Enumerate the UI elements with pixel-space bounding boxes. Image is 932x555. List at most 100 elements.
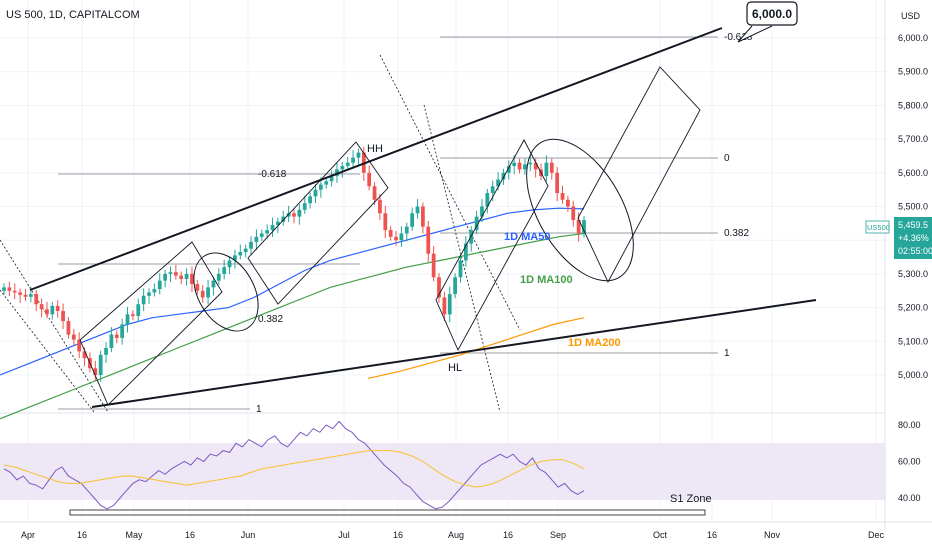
candle-body [39,304,44,310]
dotted-line [379,54,521,331]
candle-body [136,304,141,317]
fib-label: 1 [256,404,262,415]
candle-body [447,294,452,315]
rsi-ma-line [3,450,585,488]
candle-body [544,162,549,177]
candle-body [474,216,479,231]
candle-body [566,199,570,207]
candle-body [216,273,221,281]
candle-body [394,236,398,241]
candle-body [517,162,522,170]
target-callout: 6,000.0 [737,1,798,43]
candle-body [313,189,318,197]
candle-body [485,193,490,207]
ma-line [0,232,585,420]
candle-body [179,275,184,279]
rsi-lines [3,420,585,510]
candle-body [356,152,361,158]
candle-body [340,166,345,170]
candle-body [147,292,151,296]
candle-body [28,294,33,297]
candle-body [195,284,200,291]
price-tick-label: 5,500.0 [898,202,928,212]
price-tick-label: 5,900.0 [898,67,928,77]
candle-body [270,225,275,231]
fib-label: 1 [724,348,730,359]
candle-body [61,310,65,322]
dotted-line [0,289,95,413]
candle-body [34,294,39,305]
candle-body [233,255,237,261]
ma50-label: 1D MA50 [504,231,550,243]
callout-pointer [737,25,773,43]
currency-label: USD [900,11,920,21]
candle-body [458,260,463,278]
dotted-line [423,104,501,413]
candle-body [383,213,388,231]
fib-label: -0.618 [724,32,753,43]
candle-body [281,216,286,222]
time-tick-label: Oct [653,530,668,540]
grid [0,0,885,522]
fibonacci-labels: -0.618 0.382 1 0 0.382 1 -0.618 [256,32,753,415]
candle-body [200,290,205,298]
rsi-band [0,443,885,500]
candle-body [399,233,404,241]
badge-change: +4.36% [898,233,929,243]
candle-body [308,196,312,204]
time-tick-label: 16 [707,530,717,540]
candle-body [254,236,259,242]
rsi-tick-label: 80.00 [898,420,921,430]
candle-body [512,162,517,167]
ticker-tag [865,220,890,234]
candle-body [297,209,302,217]
annotations: HH HL 1D MA50 1D MA100 1D MA200 [367,143,621,374]
rsi-axis[interactable]: 80.00 60.00 40.00 [898,420,921,503]
price-tick-label: 5,800.0 [898,100,928,110]
price-tick-label: 5,100.0 [898,336,928,346]
rsi-line [3,420,585,510]
candle-body [141,295,146,305]
candle-body [404,226,409,234]
candle-body [276,221,280,226]
candle-body [238,251,243,256]
time-tick-label: 16 [503,530,513,540]
candle-body [533,162,538,170]
candle-body [82,351,87,359]
channel-box [435,139,549,352]
candle-body [576,219,581,234]
price-tick-label: 5,200.0 [898,303,928,313]
candle-body [168,272,173,274]
candle-body [163,273,167,281]
fib-label: -0.618 [258,169,287,180]
time-tick-label: Dec [868,530,885,540]
candle-body [45,309,49,315]
lower-trend-line [91,299,817,408]
badge-price: 5,459.5 [898,220,928,230]
price-tick-label: 5,000.0 [898,370,928,380]
time-tick-label: Aug [448,530,464,540]
candle-body [66,321,71,335]
candle-body [206,287,210,298]
time-tick-label: 16 [77,530,87,540]
time-tick-label: Nov [764,530,781,540]
callout-box [746,1,798,26]
candle-body [23,294,28,297]
candle-body [243,248,248,252]
candle-body [211,280,216,288]
candle-body [442,297,447,315]
candle-body [265,230,270,234]
time-tick-label: 16 [393,530,403,540]
candle-body [292,213,296,217]
candle-body [55,305,60,311]
fib-label: 0.382 [258,314,283,325]
candle-body [410,213,415,227]
time-axis[interactable]: Apr 16 May 16 Jun Jul 16 Aug 16 Sep Oct 16 Nov Dec [21,530,885,540]
candle-body [490,186,495,194]
candle-body [249,241,253,249]
candle-body [2,287,6,291]
candle-body [388,230,393,237]
price-axis[interactable]: 6,000.0 5,900.0 5,800.0 5,700.0 5,600.0 5,500… [898,33,928,380]
